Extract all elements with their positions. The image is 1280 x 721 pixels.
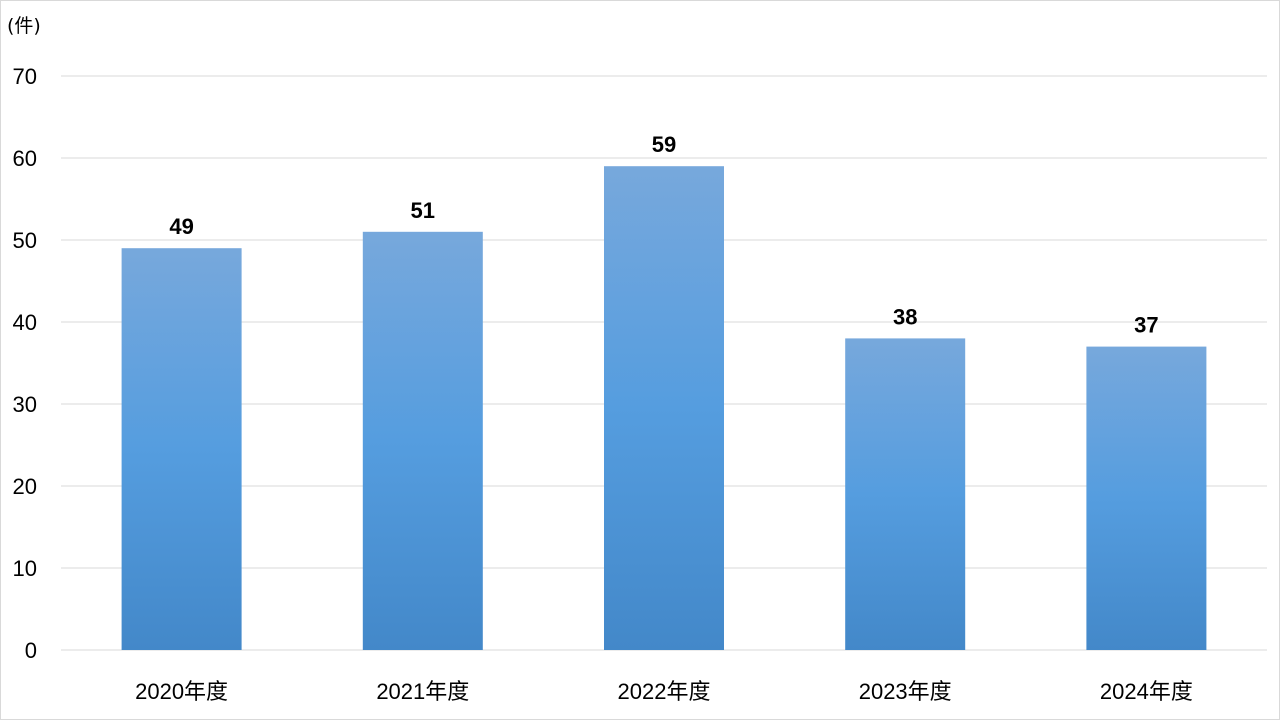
x-tick-label: 2024年度 bbox=[1100, 679, 1193, 704]
y-axis-unit-label: (件) bbox=[7, 15, 41, 37]
x-tick-label: 2020年度 bbox=[135, 679, 228, 704]
bar bbox=[121, 248, 242, 650]
y-tick-label: 70 bbox=[13, 64, 37, 89]
bar bbox=[362, 231, 483, 651]
bar bbox=[845, 338, 966, 650]
x-tick-label: 2022年度 bbox=[618, 679, 711, 704]
data-label: 37 bbox=[1134, 313, 1158, 338]
data-label: 59 bbox=[652, 132, 676, 157]
y-axis-ticks: 0 10 20 30 40 50 60 70 bbox=[13, 64, 37, 663]
y-tick-label: 40 bbox=[13, 310, 37, 335]
x-tick-label: 2021年度 bbox=[376, 679, 469, 704]
y-tick-label: 10 bbox=[13, 556, 37, 581]
y-tick-label: 20 bbox=[13, 474, 37, 499]
bars bbox=[121, 166, 1207, 651]
y-tick-label: 60 bbox=[13, 146, 37, 171]
data-label: 51 bbox=[411, 198, 435, 223]
y-tick-label: 0 bbox=[25, 638, 37, 663]
bar bbox=[604, 166, 724, 650]
x-axis-ticks: 2020年度 2021年度 2022年度 2023年度 2024年度 bbox=[135, 679, 1193, 704]
data-label: 38 bbox=[893, 304, 917, 329]
data-label: 49 bbox=[169, 214, 193, 239]
x-tick-label: 2023年度 bbox=[859, 679, 952, 704]
bar bbox=[1086, 346, 1207, 650]
data-labels: 49 51 59 38 37 bbox=[169, 132, 1158, 337]
y-tick-label: 30 bbox=[13, 392, 37, 417]
y-tick-label: 50 bbox=[13, 228, 37, 253]
